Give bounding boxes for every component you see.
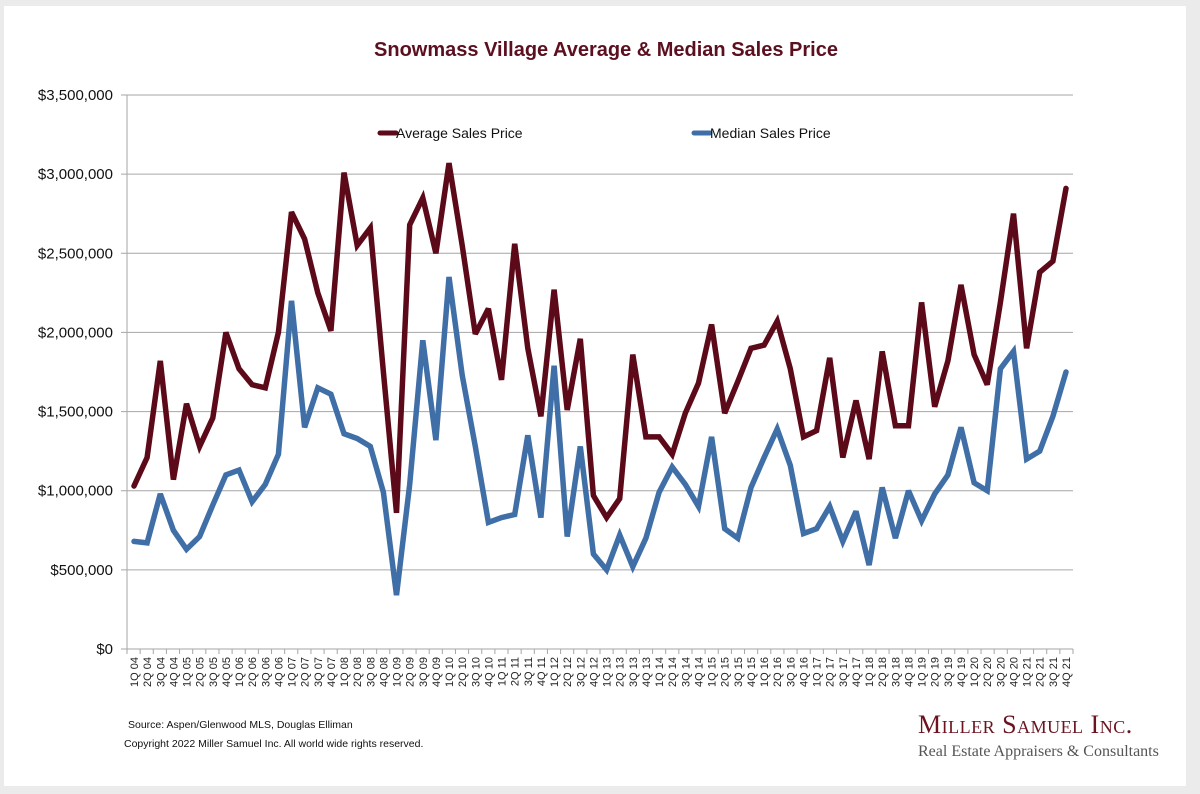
x-tick-label: 2Q 04 — [142, 657, 154, 687]
x-tick-label: 2Q 13 — [615, 657, 627, 687]
x-tick-label: 3Q 06 — [260, 657, 272, 687]
x-tick-label: 3Q 08 — [365, 657, 377, 687]
series-lines — [131, 162, 1069, 596]
x-tick-label: 1Q 07 — [287, 657, 299, 687]
x-tick-label: 2Q 06 — [247, 657, 259, 687]
x-tick-label: 3Q 19 — [943, 657, 955, 687]
x-tick-label: 4Q 05 — [221, 657, 233, 687]
y-tick-label: $3,000,000 — [38, 166, 113, 183]
x-tick-label: 2Q 08 — [352, 657, 364, 687]
x-tick-label: 4Q 16 — [798, 657, 810, 687]
x-tick-label: 2Q 20 — [982, 657, 994, 687]
x-tick-label: 3Q 21 — [1048, 657, 1060, 687]
x-tick-label: 2Q 18 — [877, 657, 889, 687]
x-tick-label: 4Q 20 — [1008, 657, 1020, 687]
x-tick-label: 2Q 10 — [457, 657, 469, 687]
x-tick-label: 4Q 18 — [903, 657, 915, 687]
x-tick-label: 2Q 15 — [720, 657, 732, 687]
x-tick-label: 1Q 18 — [864, 657, 876, 687]
x-tick-label: 4Q 13 — [641, 657, 653, 687]
x-tick-label: 2Q 09 — [405, 657, 417, 687]
x-tick-label: 2Q 12 — [562, 657, 574, 687]
x-tick-label: 4Q 14 — [693, 657, 705, 687]
y-tick-label: $0 — [96, 641, 113, 658]
legend: Average Sales Price Median Sales Price — [377, 125, 831, 141]
x-tick-label: 4Q 11 — [536, 657, 548, 686]
chart-title: Snowmass Village Average & Median Sales … — [374, 39, 838, 61]
x-tick-label: 2Q 07 — [300, 657, 312, 687]
x-tick-label: 4Q 19 — [956, 657, 968, 687]
x-tick-label: 1Q 11 — [497, 657, 509, 686]
copyright-note: Copyright 2022 Miller Samuel Inc. All wo… — [124, 738, 424, 750]
average-sales-price-line — [131, 162, 1069, 523]
x-tick-label: 1Q 17 — [812, 657, 824, 687]
x-tick-label: 4Q 08 — [378, 657, 390, 687]
x-tick-label: 1Q 16 — [759, 657, 771, 687]
x-tick-label: 1Q 13 — [602, 657, 614, 687]
x-tick-label: 2Q 19 — [930, 657, 942, 687]
company-logo-title: Miller Samuel Inc. — [918, 710, 1133, 739]
x-tick-label: 4Q 17 — [851, 657, 863, 687]
average-legend-label: Average Sales Price — [396, 125, 523, 141]
x-tick-label: 3Q 14 — [680, 657, 692, 687]
x-tick-label: 2Q 16 — [772, 657, 784, 687]
x-tick-label: 4Q 15 — [746, 657, 758, 687]
x-tick-label: 1Q 21 — [1022, 657, 1034, 687]
x-tick-label: 2Q 17 — [825, 657, 837, 687]
y-tick-label: $500,000 — [50, 562, 113, 579]
x-tick-label: 4Q 07 — [326, 657, 338, 687]
x-tick-label: 3Q 07 — [313, 657, 325, 687]
x-tick-label: 1Q 12 — [549, 657, 561, 687]
x-tick-label: 1Q 20 — [969, 657, 981, 687]
x-tick-label: 1Q 14 — [654, 657, 666, 687]
x-tick-label: 3Q 12 — [575, 657, 587, 687]
x-tick-label: 3Q 17 — [838, 657, 850, 687]
x-tick-label: 4Q 21 — [1061, 657, 1073, 687]
x-tick-label: 3Q 10 — [470, 657, 482, 687]
x-tick-label: 4Q 12 — [588, 657, 600, 687]
median-sales-price-line — [131, 276, 1069, 596]
x-tick-label: 3Q 15 — [733, 657, 745, 687]
chart-card — [4, 6, 1186, 786]
x-tick-label: 1Q 04 — [129, 657, 141, 687]
company-logo-subtitle: Real Estate Appraisers & Consultants — [918, 743, 1159, 760]
x-tick-label: 3Q 18 — [890, 657, 902, 687]
x-tick-label: 1Q 10 — [444, 657, 456, 687]
source-note: Source: Aspen/Glenwood MLS, Douglas Elli… — [128, 719, 353, 731]
x-tick-label: 4Q 10 — [483, 657, 495, 687]
x-tick-label: 1Q 05 — [182, 657, 194, 687]
x-tick-label: 3Q 11 — [523, 657, 535, 686]
x-tick-label: 1Q 08 — [339, 657, 351, 687]
x-tick-label: 3Q 04 — [155, 657, 167, 687]
x-tick-label: 2Q 14 — [667, 657, 679, 687]
x-tick-label: 4Q 06 — [273, 657, 285, 687]
x-tick-label: 1Q 15 — [707, 657, 719, 687]
x-tick-label: 3Q 16 — [785, 657, 797, 687]
x-tick-label: 3Q 05 — [208, 657, 220, 687]
y-tick-label: $2,000,000 — [38, 324, 113, 341]
x-tick-label: 2Q 11 — [510, 657, 522, 686]
x-tick-label: 3Q 09 — [418, 657, 430, 687]
x-tick-label: 1Q 09 — [392, 657, 404, 687]
x-axis-ticks: 1Q 04 2Q 04 3Q 04 4Q 04 1Q 05 2Q 05 3Q 05 4Q 05… — [126, 649, 1074, 687]
x-tick-label: 2Q 21 — [1035, 657, 1047, 687]
median-legend-label: Median Sales Price — [710, 125, 831, 141]
y-tick-label: $3,500,000 — [38, 87, 113, 104]
x-tick-label: 3Q 20 — [995, 657, 1007, 687]
x-tick-label: 4Q 09 — [431, 657, 443, 687]
y-tick-label: $1,000,000 — [38, 483, 113, 500]
y-tick-label: $2,500,000 — [38, 245, 113, 262]
x-tick-label: 1Q 06 — [234, 657, 246, 687]
y-axis-ticks: $0 $500,000 $1,000,000 $1,500,000 $2,000,000… — [38, 87, 113, 658]
y-tick-label: $1,500,000 — [38, 404, 113, 421]
x-tick-label: 3Q 13 — [628, 657, 640, 687]
x-tick-label: 1Q 19 — [917, 657, 929, 687]
x-tick-label: 2Q 05 — [195, 657, 207, 687]
x-tick-label: 4Q 04 — [168, 657, 180, 687]
